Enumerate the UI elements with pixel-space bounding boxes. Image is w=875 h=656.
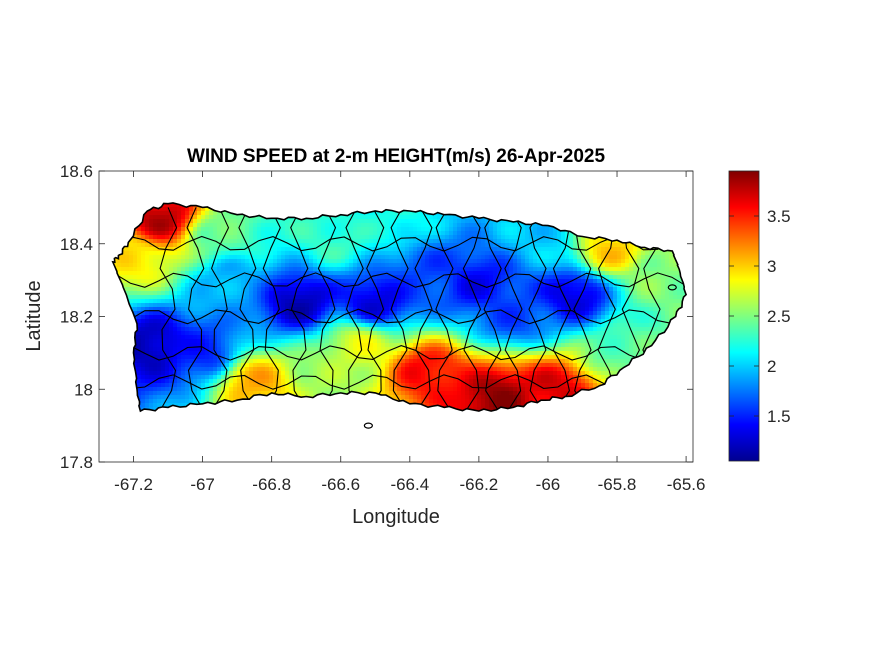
x-tick-label: -65.8 [598, 475, 637, 494]
colorbar-tick-label: 2.5 [767, 307, 791, 326]
x-tick-label: -66 [536, 475, 561, 494]
x-tick-label: -67.2 [114, 475, 153, 494]
x-tick-label: -66.6 [321, 475, 360, 494]
x-tick-label: -66.8 [252, 475, 291, 494]
colorbar-tick-label: 3 [767, 257, 776, 276]
y-axis-label: Latitude [23, 280, 45, 351]
island-outline [111, 202, 688, 413]
x-tick-label: -66.4 [390, 475, 429, 494]
x-axis-ticks: -67.2 -67 -66.8 -66.6 -66.4 -66.2 -66 -65.8 -65.… [114, 171, 705, 494]
chart-title: WIND SPEED at 2-m HEIGHT(m/s) 26-Apr-202… [187, 146, 606, 167]
small-islands [363, 284, 677, 429]
x-tick-label: -65.6 [667, 475, 706, 494]
y-tick-label: 18.6 [60, 162, 93, 181]
y-tick-label: 18.4 [60, 235, 93, 254]
colorbar-tick-label: 1.5 [767, 407, 791, 426]
colorbar-tick-label: 3.5 [767, 207, 791, 226]
x-axis-label: Longitude [352, 506, 440, 528]
y-tick-label: 18.2 [60, 308, 93, 327]
y-tick-label: 18 [74, 380, 93, 399]
x-tick-label: -66.2 [460, 475, 499, 494]
small-island-cayo-east [667, 284, 677, 291]
x-tick-label: -67 [190, 475, 215, 494]
y-axis-ticks: 17.8 18 18.2 18.4 18.6 [60, 162, 693, 472]
y-tick-label: 17.8 [60, 453, 93, 472]
colorbar-tick-label: 2 [767, 357, 776, 376]
colorbar-ticks: 1.5 2 2.5 3 3.5 [729, 207, 791, 426]
small-island-caja-de-muerto [363, 422, 373, 429]
